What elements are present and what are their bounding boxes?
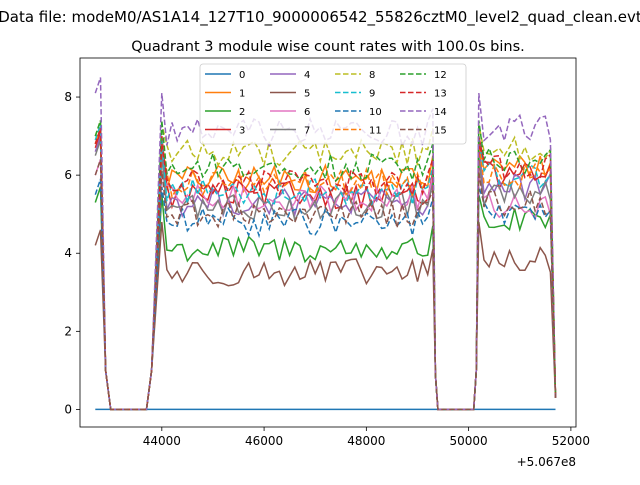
legend-label-11: 11	[369, 126, 382, 137]
series-line-8	[94, 120, 557, 411]
y-tick-label: 0	[64, 402, 72, 416]
legend-label-5: 5	[304, 89, 310, 100]
legend-label-7: 7	[304, 126, 310, 137]
legend-label-10: 10	[369, 107, 382, 118]
legend-box	[199, 63, 467, 145]
legend-label-0: 0	[239, 70, 245, 81]
series-line-2	[94, 186, 557, 411]
x-axis: 44000 46000 48000 50000 52000	[143, 427, 590, 448]
series-line-13	[94, 128, 557, 411]
legend-label-12: 12	[434, 70, 447, 81]
y-tick-label: 2	[64, 324, 72, 338]
x-tick-label: 44000	[143, 434, 181, 448]
series-line-11	[94, 128, 557, 411]
x-tick-label: 50000	[450, 434, 488, 448]
x-tick-label: 46000	[245, 434, 283, 448]
series-line-12	[94, 120, 557, 411]
legend-label-1: 1	[239, 89, 245, 100]
legend-label-4: 4	[304, 70, 310, 81]
legend-label-3: 3	[239, 126, 245, 137]
legend-label-9: 9	[369, 89, 375, 100]
series-line-4	[94, 135, 557, 411]
y-tick-label: 4	[64, 246, 72, 260]
x-offset-label: +5.067e8	[517, 455, 576, 469]
y-axis: 0 2 4 6 8	[64, 90, 80, 416]
legend-label-15: 15	[434, 126, 447, 137]
legend-label-14: 14	[434, 107, 447, 118]
plot-frame	[79, 57, 577, 428]
legend-label-8: 8	[369, 70, 375, 81]
chart-title: Quadrant 3 module wise count rates with …	[131, 39, 525, 55]
x-tick-label: 48000	[347, 434, 385, 448]
series-layer	[94, 77, 557, 411]
x-tick-label: 52000	[552, 434, 590, 448]
legend-label-6: 6	[304, 107, 310, 118]
legend-label-2: 2	[239, 107, 245, 118]
figure-suptitle: Data file: modeM0/AS1A14_127T10_90000065…	[0, 8, 640, 27]
y-tick-label: 8	[64, 90, 72, 104]
series-line-15	[94, 159, 557, 411]
series-line-5	[94, 221, 557, 411]
y-tick-label: 6	[64, 168, 72, 182]
legend-label-13: 13	[434, 89, 447, 100]
